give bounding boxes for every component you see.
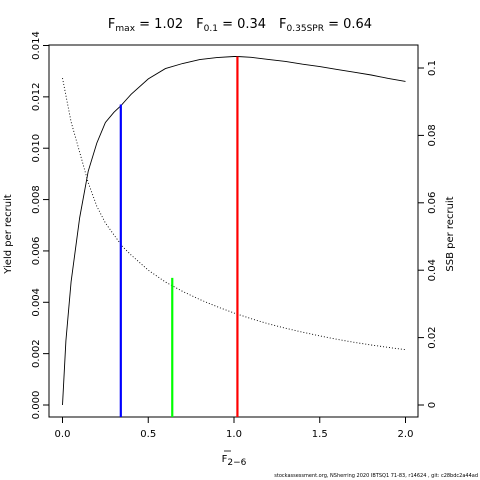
x-tick-label: 2.0 xyxy=(398,429,414,440)
x-tick-label: 0.5 xyxy=(140,429,156,440)
y-axis-left: 0.000 0.002 0.004 0.006 0.008 0.010 0.012 0.014 xyxy=(31,31,49,419)
y-right-tick-label: 0 xyxy=(427,402,438,408)
title-value: = 0.34 xyxy=(218,17,266,32)
chart-title-text: Fmax = 1.02 F0.1 = 0.34 F0.35SPR = 0.64 xyxy=(108,17,372,34)
title-symbol: F xyxy=(183,17,203,32)
ssb-per-recruit-curve xyxy=(62,78,406,351)
reference-lines xyxy=(119,56,239,417)
title-value: = 0.64 xyxy=(324,17,372,32)
y-left-tick-label: 0.002 xyxy=(31,339,42,368)
y-right-tick-label: 0.1 xyxy=(427,60,438,76)
x-label-subscript: 2−6 xyxy=(227,458,246,468)
x-tick-label: 1.5 xyxy=(312,429,328,440)
y-axis-left-label: Yield per recruit xyxy=(3,194,14,275)
x-axis-label-text: F2−6 xyxy=(222,454,247,468)
title-symbol: F xyxy=(108,17,115,32)
y-left-tick-label: 0.010 xyxy=(31,134,42,163)
title-symbol: F xyxy=(266,17,286,32)
chart-title: Fmax = 1.02 F0.1 = 0.34 F0.35SPR = 0.64 xyxy=(108,17,372,34)
y-right-tick-label: 0.02 xyxy=(427,326,438,348)
y-right-tick-label: 0.06 xyxy=(427,192,438,214)
y-left-tick-label: 0.014 xyxy=(31,31,42,60)
x-axis-label: F2−6 xyxy=(222,450,247,468)
y-right-tick-label: 0.04 xyxy=(427,259,438,281)
plot-frame xyxy=(48,44,419,418)
y-left-tick-label: 0.000 xyxy=(31,391,42,420)
title-subscript: 0.35SPR xyxy=(287,24,324,34)
title-subscript: 0.1 xyxy=(204,24,218,34)
y-left-tick-label: 0.006 xyxy=(31,237,42,266)
y-left-tick-label: 0.012 xyxy=(31,83,42,112)
title-subscript: max xyxy=(115,24,135,34)
y-left-tick-label: 0.004 xyxy=(31,288,42,317)
x-axis: 0.0 0.5 1.0 1.5 2.0 xyxy=(55,417,414,440)
footer-text: stockassessment.org, NSherring 2020 IBTS… xyxy=(274,473,478,479)
y-left-tick-label: 0.008 xyxy=(31,185,42,214)
x-tick-label: 1.0 xyxy=(226,429,242,440)
x-tick-label: 0.0 xyxy=(55,429,71,440)
y-axis-right-label: SSB per recruit xyxy=(445,196,456,271)
title-value: = 1.02 xyxy=(135,17,183,32)
x-label-symbol: F xyxy=(222,454,228,465)
yield-per-recruit-curve xyxy=(62,56,406,406)
y-axis-right: 0 0.02 0.04 0.06 0.08 0.1 xyxy=(418,60,438,408)
series-layer xyxy=(62,56,406,406)
y-right-tick-label: 0.08 xyxy=(427,124,438,146)
